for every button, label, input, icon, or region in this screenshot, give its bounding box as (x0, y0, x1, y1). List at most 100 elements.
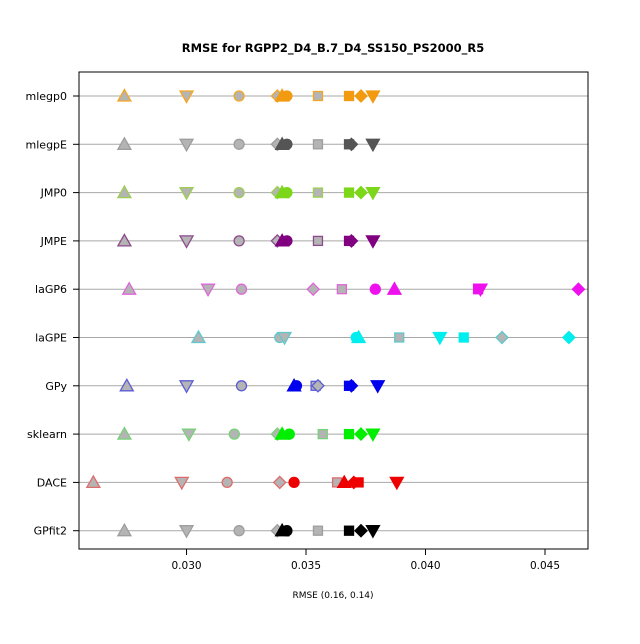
y-tick-label: DACE (37, 476, 67, 489)
data-point-sklearn-triangle-up (116, 426, 133, 440)
data-point-JMPE-diamond (344, 233, 359, 248)
data-point-GPfit2-square (312, 525, 324, 536)
data-point-JMPE-circle (233, 235, 245, 247)
data-point-laGPE-diamond (495, 330, 509, 345)
data-point-mlegp0-square (312, 90, 324, 102)
data-point-mlegp0-diamond (354, 89, 368, 103)
x-tick-label: 0.035 (291, 560, 321, 572)
data-point-JMP0-triangle-down (365, 186, 381, 201)
data-point-sklearn-diamond (354, 427, 368, 442)
data-point-JMP0-diamond (354, 185, 368, 200)
data-points (85, 88, 586, 539)
data-point-GPfit2-square (343, 525, 355, 536)
data-point-JMPE-triangle-down (365, 235, 381, 249)
data-point-mlegpE-diamond (344, 137, 359, 152)
data-point-JMP0-triangle-up (116, 184, 133, 199)
plot-frame (78, 71, 589, 550)
data-point-mlegpE-circle (281, 138, 293, 150)
data-point-DACE-triangle-up (85, 474, 101, 489)
data-point-sklearn-circle (228, 428, 240, 440)
data-point-mlegp0-triangle-down (178, 90, 195, 104)
y-tick-label: laGP6 (35, 283, 67, 296)
data-point-GPfit2-diamond (354, 523, 368, 538)
y-tick-label: laGPE (35, 332, 67, 345)
data-point-sklearn-square (343, 428, 355, 440)
data-point-JMP0-circle (233, 186, 245, 199)
data-point-laGP6-triangle-up (121, 281, 137, 295)
data-point-laGP6-circle (369, 283, 381, 295)
data-point-laGPE-square (458, 332, 469, 343)
data-point-laGPE-triangle-up (350, 329, 367, 344)
y-tick-label: mlegp0 (25, 90, 67, 103)
data-point-laGPE-diamond (561, 330, 576, 345)
x-axis-label: RMSE (0.16, 0.14) (292, 591, 373, 601)
data-point-GPy-triangle-up (119, 377, 135, 392)
data-point-DACE-triangle-down (174, 476, 190, 491)
data-point-mlegp0-circle (233, 90, 245, 102)
x-axis: 0.030 0.035 0.040 0.045 (172, 549, 560, 572)
data-point-GPfit2-triangle-down (365, 525, 381, 539)
data-point-JMP0-circle (281, 186, 293, 199)
data-point-laGPE-triangle-down (432, 331, 448, 346)
data-point-laGP6-square (336, 284, 348, 295)
data-point-sklearn-triangle-down (181, 428, 197, 442)
y-tick-label: mlegpE (26, 138, 68, 151)
data-point-GPy-triangle-down (370, 380, 386, 394)
data-point-GPy-diamond (311, 378, 325, 393)
data-point-laGP6-diamond (306, 282, 321, 297)
data-point-mlegpE-square (312, 139, 324, 150)
data-point-JMPE-triangle-up (116, 233, 133, 247)
y-tick-label: GPfit2 (34, 525, 67, 538)
y-tick-label: GPy (45, 380, 67, 393)
data-point-DACE-circle (288, 476, 300, 489)
data-point-laGPE-triangle-down (276, 331, 293, 346)
data-point-mlegpE-triangle-up (116, 136, 133, 150)
data-point-JMP0-triangle-down (178, 186, 195, 201)
data-point-laGPE-square (394, 332, 405, 343)
data-point-laGP6-circle (235, 283, 248, 295)
data-point-laGP6-triangle-down (200, 283, 216, 298)
data-point-laGPE-triangle-up (190, 329, 207, 344)
data-point-GPy-circle (235, 380, 248, 392)
data-point-DACE-triangle-down (389, 476, 405, 491)
x-tick-label: 0.030 (172, 560, 202, 572)
data-point-mlegp0-square (343, 90, 355, 102)
data-point-mlegp0-triangle-down (365, 90, 381, 104)
data-point-sklearn-square (317, 428, 328, 440)
data-point-GPfit2-circle (281, 525, 293, 537)
data-point-mlegp0-triangle-up (116, 88, 133, 102)
y-tick-label: JMP0 (40, 187, 67, 200)
x-tick-label: 0.040 (410, 560, 440, 572)
data-point-DACE-triangle-up (336, 474, 352, 489)
x-tick-label: 0.045 (530, 560, 560, 572)
data-point-GPy-circle (290, 380, 303, 392)
data-point-DACE-diamond (272, 475, 287, 490)
data-point-DACE-circle (221, 476, 233, 489)
data-point-mlegpE-triangle-down (365, 138, 381, 153)
data-point-GPy-triangle-down (178, 380, 195, 394)
data-point-mlegpE-triangle-down (178, 138, 195, 153)
y-tick-label: sklearn (27, 428, 67, 441)
y-tick-label: JMPE (40, 235, 67, 248)
data-point-laGP6-triangle-up (386, 281, 403, 295)
data-point-GPy-diamond (344, 378, 359, 393)
data-point-JMPE-square (312, 235, 324, 247)
chart-title: RMSE for RGPP2_D4_B.7_D4_SS150_PS2000_R5 (182, 41, 485, 56)
data-point-JMP0-square (312, 187, 324, 198)
data-point-laGP6-diamond (571, 282, 586, 297)
data-point-DACE-square (353, 477, 364, 488)
grid-lines (79, 95, 588, 532)
data-point-GPfit2-circle (233, 525, 245, 537)
data-point-JMP0-square (343, 187, 355, 198)
data-point-laGP6-triangle-down (472, 283, 489, 298)
data-point-JMPE-triangle-down (178, 235, 195, 249)
data-point-GPfit2-triangle-down (178, 525, 195, 539)
data-point-JMPE-circle (281, 235, 293, 247)
data-point-sklearn-circle (283, 428, 295, 440)
data-point-mlegp0-circle (281, 90, 293, 102)
data-point-mlegpE-circle (233, 138, 245, 150)
data-point-sklearn-triangle-down (365, 428, 381, 442)
y-axis: mlegp0 mlegpE JMP0 JMPE laGP6 laGPE GPy sklearn… (25, 90, 79, 538)
